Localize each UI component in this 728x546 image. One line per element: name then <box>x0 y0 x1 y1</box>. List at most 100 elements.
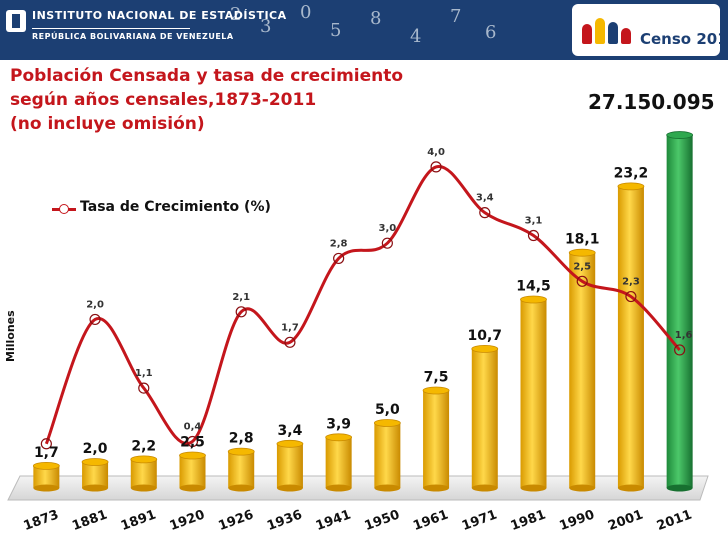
bar-1881 <box>82 462 109 488</box>
bar-value-label-1936: 3,4 <box>278 423 303 439</box>
x-tick-label-1971: 1971 <box>460 507 499 533</box>
growth-rate-label-1941: 2,8 <box>330 238 348 249</box>
x-tick-label-1990: 1990 <box>557 507 596 533</box>
legend-marker-icon <box>59 204 69 214</box>
bar-cap-2001 <box>617 182 645 191</box>
bar-1971 <box>471 348 498 488</box>
bar-1941 <box>325 437 352 488</box>
x-tick-label-1981: 1981 <box>509 507 548 533</box>
growth-rate-point-1936 <box>284 336 296 348</box>
chart-floor <box>7 475 709 501</box>
bar-value-label-1941: 3,9 <box>326 416 351 432</box>
bar-1926 <box>228 451 255 488</box>
chart-title-line: Población Censada y tasa de crecimiento <box>10 66 404 86</box>
growth-rate-point-2001 <box>625 290 637 303</box>
institute-divider <box>32 28 190 29</box>
bar-cap-1990 <box>568 248 596 257</box>
bar-base-1873 <box>33 484 60 492</box>
bar-base-1891 <box>130 484 157 492</box>
census-label: Censo 2011 <box>640 30 728 48</box>
census-logo: Censo 2011 <box>572 4 728 56</box>
growth-rate-label-1990: 2,5 <box>573 261 591 272</box>
bar-1990 <box>569 252 596 488</box>
bar-cap-1950 <box>373 419 401 427</box>
bar-value-label-1950: 5,0 <box>375 402 400 418</box>
bar-1981 <box>520 299 547 488</box>
bar-value-label-2001: 23,2 <box>614 165 649 181</box>
bar-cap-1961 <box>422 386 450 395</box>
x-tick-label-2001: 2001 <box>606 507 645 533</box>
growth-rate-label-1881: 2,0 <box>86 299 104 310</box>
growth-rate-label-1926: 2,1 <box>232 292 250 303</box>
growth-rate-label-1950: 3,0 <box>378 223 396 234</box>
growth-rate-point-1941 <box>333 252 345 265</box>
bar-cap-1936 <box>276 439 304 448</box>
growth-rate-line <box>44 165 681 446</box>
growth-rate-label-2011: 1,6 <box>675 330 693 341</box>
growth-rate-point-2011 <box>674 344 686 356</box>
institute-logo-icon <box>6 10 26 32</box>
bar-base-1961 <box>423 484 450 492</box>
bar-value-label-1961: 7,5 <box>424 370 449 386</box>
bar-value-label-1891: 2,2 <box>131 438 156 454</box>
institute-name: INSTITUTO NACIONAL DE ESTADÍSTICA <box>32 9 287 22</box>
institute-country: REPÚBLICA BOLIVARIANA DE VENEZUELA <box>32 32 234 41</box>
bar-cap-1873 <box>32 461 60 470</box>
header-number-decoration: 2 3 0 5 8 4 7 6 <box>230 2 497 47</box>
chart-title-line: según años censales,1873-2011 <box>10 90 317 110</box>
x-tick-label-1881: 1881 <box>70 507 109 533</box>
bar-cap-1920 <box>179 451 206 460</box>
growth-rate-point-1891 <box>138 382 150 394</box>
bar-1891 <box>130 459 157 488</box>
header-band: 2 3 0 5 8 4 7 6 INSTITUTO NACIONAL DE ES… <box>0 0 728 60</box>
x-tick-label-1891: 1891 <box>119 507 158 533</box>
census-people-icon <box>582 14 642 44</box>
x-tick-label-1926: 1926 <box>216 507 255 533</box>
growth-rate-label-1961: 4,0 <box>427 147 445 158</box>
bar-2001 <box>617 186 644 488</box>
bar-base-1941 <box>325 484 352 492</box>
bar-base-1926 <box>228 484 255 492</box>
x-tick-label-1873: 1873 <box>22 507 61 533</box>
x-tick-label-1936: 1936 <box>265 507 304 533</box>
growth-rate-point-1961 <box>430 161 442 173</box>
growth-rate-point-1881 <box>89 313 101 326</box>
bar-base-1971 <box>471 484 498 492</box>
bar-base-1990 <box>569 484 596 492</box>
bar-cap-1981 <box>520 295 547 304</box>
bar-value-label-1920: 2,5 <box>180 435 205 451</box>
legend-label: Tasa de Crecimiento (%) <box>80 199 271 215</box>
growth-rate-point-1926 <box>235 306 247 318</box>
growth-rate-label-1920: 0,4 <box>184 421 202 432</box>
bar-value-label-1981: 14,5 <box>516 279 551 295</box>
x-tick-label-1920: 1920 <box>168 507 207 533</box>
bar-cap-1971 <box>471 344 499 353</box>
bar-value-label-1971: 10,7 <box>468 328 503 344</box>
bar-base-1936 <box>276 484 303 492</box>
bar-cap-1891 <box>130 455 158 464</box>
bar-base-1920 <box>179 484 206 492</box>
bar-base-1981 <box>520 484 547 492</box>
bar-base-2001 <box>617 484 644 492</box>
growth-rate-point-1873 <box>40 438 52 450</box>
bar-base-1881 <box>82 484 109 492</box>
growth-rate-point-1920 <box>186 435 199 448</box>
growth-rate-label-1936: 1,7 <box>281 322 299 333</box>
bar-1961 <box>423 390 450 488</box>
bar-2011 <box>666 135 693 489</box>
bar-1950 <box>374 423 401 488</box>
growth-rate-label-2001: 2,3 <box>622 277 640 288</box>
growth-rate-label-1971: 3,4 <box>476 193 494 204</box>
x-tick-label-1950: 1950 <box>363 507 402 533</box>
growth-rate-point-1950 <box>381 237 393 249</box>
total-population-label: 27.150.095 <box>588 90 715 114</box>
chart-title: Población Censada y tasa de crecimiento … <box>10 64 490 136</box>
bar-base-2011 <box>666 484 693 492</box>
x-tick-label-1961: 1961 <box>411 507 450 533</box>
bar-1936 <box>276 443 303 488</box>
bar-value-label-1990: 18,1 <box>565 232 600 248</box>
bar-value-label-1926: 2,8 <box>229 431 254 447</box>
x-tick-label-2011: 2011 <box>655 507 694 533</box>
bar-cap-1941 <box>325 433 353 442</box>
